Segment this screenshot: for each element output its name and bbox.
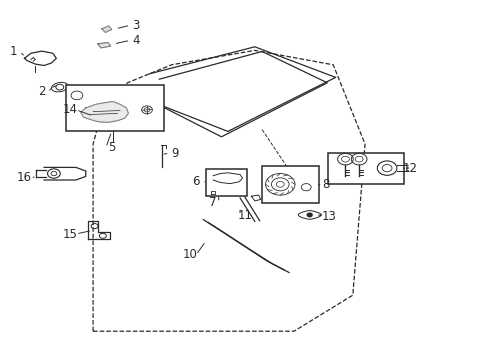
FancyBboxPatch shape xyxy=(328,153,404,184)
Text: 9: 9 xyxy=(172,147,179,159)
Text: 14: 14 xyxy=(63,103,77,116)
Text: 15: 15 xyxy=(63,228,77,240)
Text: 10: 10 xyxy=(183,248,197,261)
Text: 4: 4 xyxy=(132,34,140,47)
Text: 2: 2 xyxy=(38,85,46,98)
Polygon shape xyxy=(102,26,112,32)
Polygon shape xyxy=(98,42,111,48)
Text: 5: 5 xyxy=(108,141,116,154)
Polygon shape xyxy=(81,102,128,122)
Text: 7: 7 xyxy=(209,196,217,209)
Text: 11: 11 xyxy=(238,209,252,222)
Text: 1: 1 xyxy=(10,45,18,58)
Text: 13: 13 xyxy=(322,210,337,223)
FancyBboxPatch shape xyxy=(206,169,247,196)
FancyBboxPatch shape xyxy=(262,166,318,203)
FancyBboxPatch shape xyxy=(66,85,164,131)
Text: 8: 8 xyxy=(322,178,330,191)
Ellipse shape xyxy=(51,82,68,92)
Text: 12: 12 xyxy=(403,162,418,175)
Text: 6: 6 xyxy=(192,175,200,188)
Circle shape xyxy=(307,213,312,217)
Text: 16: 16 xyxy=(17,171,32,184)
Text: 3: 3 xyxy=(132,19,140,32)
